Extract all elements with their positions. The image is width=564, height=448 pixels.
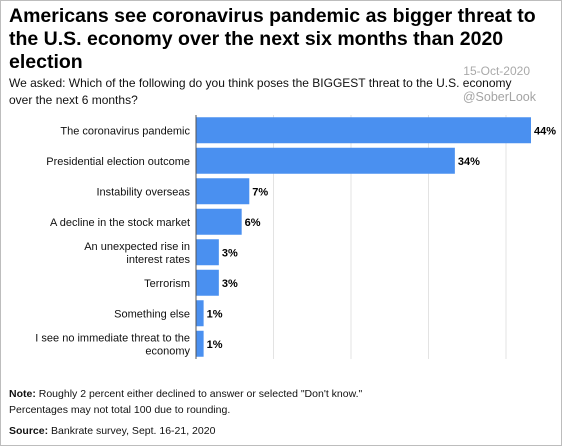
- bar: [196, 178, 250, 205]
- value-label: 34%: [458, 156, 480, 168]
- category-label-line: interest rates: [126, 254, 190, 266]
- bar-chart: 44% The coronavirus pandemic 34% Presidenti…: [0, 112, 564, 372]
- category-label: Something else: [114, 308, 190, 320]
- source-line: Source: Bankrate survey, Sept. 16-21, 20…: [9, 425, 554, 437]
- bar: [196, 117, 531, 144]
- bar: [196, 269, 219, 296]
- value-label: 7%: [252, 186, 268, 198]
- category-label: I see no immediate threat to the economy: [35, 332, 190, 357]
- source-text: Bankrate survey, Sept. 16-21, 2020: [48, 425, 216, 437]
- category-label-line: The coronavirus pandemic: [60, 125, 190, 137]
- value-label: 3%: [222, 247, 238, 259]
- watermark-handle: @SoberLook: [462, 90, 536, 104]
- category-label-line: A decline in the stock market: [50, 217, 190, 229]
- category-label: The coronavirus pandemic: [60, 125, 190, 137]
- watermark-date: 15-Oct-2020: [463, 64, 530, 78]
- category-label-line: An unexpected rise in: [84, 241, 190, 253]
- footnote: Note: Roughly 2 percent either declined …: [9, 387, 554, 418]
- category-label-line: Presidential election outcome: [46, 156, 190, 168]
- category-label: Terrorism: [144, 278, 190, 290]
- chart-title: Americans see coronavirus pandemic as bi…: [9, 5, 536, 73]
- category-label-line: Instability overseas: [96, 186, 190, 198]
- bar: [196, 330, 204, 357]
- bar: [196, 300, 204, 327]
- note-label: Note:: [9, 388, 36, 400]
- category-label-line: economy: [145, 345, 190, 357]
- category-label-line: Something else: [114, 308, 190, 320]
- source-label: Source:: [9, 425, 49, 437]
- footnote-line-2: Percentages may not total 100 due to rou…: [9, 403, 231, 416]
- category-label: Instability overseas: [96, 186, 190, 198]
- category-label-line: Terrorism: [144, 278, 190, 290]
- bar: [196, 147, 455, 174]
- note-text: Roughly 2 percent either declined to ans…: [35, 388, 363, 400]
- category-label: Presidential election outcome: [46, 156, 190, 168]
- category-label-line: I see no immediate threat to the: [35, 332, 190, 344]
- category-label: A decline in the stock market: [50, 217, 190, 229]
- bar-chart-svg: 44% The coronavirus pandemic 34% Presidenti…: [35, 115, 556, 359]
- value-label: 6%: [245, 217, 261, 229]
- category-label: An unexpected rise in interest rates: [84, 241, 190, 266]
- bar: [196, 239, 219, 266]
- footnote-line-1: Note: Roughly 2 percent either declined …: [9, 387, 554, 403]
- value-label: 44%: [534, 125, 556, 137]
- value-label: 1%: [207, 339, 223, 351]
- value-label: 1%: [207, 308, 223, 320]
- bar: [196, 208, 242, 235]
- value-label: 3%: [222, 278, 238, 290]
- chart-subtitle: We asked: Which of the following do you …: [9, 76, 512, 107]
